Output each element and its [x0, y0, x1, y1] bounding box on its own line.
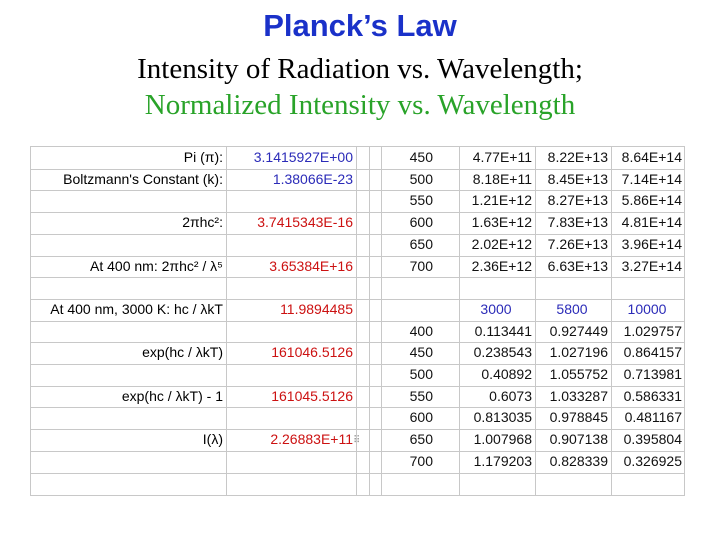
normalized-5800k[interactable]: 1.055752 [549, 366, 608, 382]
intensity-wavelength[interactable]: 550 [409, 192, 433, 208]
calc-value[interactable]: 3.7415343E-16 [257, 214, 353, 230]
normalized-3000k[interactable]: 1.179203 [473, 453, 532, 469]
normalized-3000k[interactable]: 0.6073 [489, 388, 532, 404]
calc-label[interactable]: Pi (π): [183, 149, 223, 165]
calc-value[interactable]: 161045.5126 [271, 388, 353, 404]
grid-row-line [31, 277, 684, 278]
subtitle-normalized: Normalized Intensity vs. Wavelength [0, 89, 720, 122]
grid-row-line [31, 451, 684, 452]
normalized-10000k[interactable]: 0.395804 [623, 431, 682, 447]
intensity-wavelength[interactable]: 700 [409, 258, 433, 274]
normalized-10000k[interactable]: 0.326925 [623, 453, 682, 469]
normalized-3000k[interactable]: 0.40892 [481, 366, 532, 382]
calc-label[interactable]: exp(hc / λkT) [142, 344, 223, 360]
normalized-5800k[interactable]: 0.907138 [549, 431, 608, 447]
intensity-5800k[interactable]: 8.22E+13 [547, 149, 608, 165]
grid-row-line [31, 256, 684, 257]
intensity-3000k[interactable]: 2.02E+12 [471, 236, 532, 252]
calc-label[interactable]: I(λ) [202, 431, 223, 447]
normalized-header[interactable]: 3000 [480, 301, 512, 317]
intensity-5800k[interactable]: 7.26E+13 [547, 236, 608, 252]
calc-label[interactable]: 2πhc²: [182, 214, 223, 230]
normalized-3000k[interactable]: 0.813035 [473, 409, 532, 425]
grid-row-line [31, 190, 684, 191]
intensity-5800k[interactable]: 8.45E+13 [547, 171, 608, 187]
normalized-header[interactable]: 10000 [627, 301, 667, 317]
grid-row-line [31, 321, 684, 322]
normalized-wavelength[interactable]: 650 [409, 431, 433, 447]
intensity-wavelength[interactable]: 650 [409, 236, 433, 252]
intensity-10000k[interactable]: 3.27E+14 [621, 258, 682, 274]
grid-row-line [31, 364, 684, 365]
calc-value[interactable]: 3.65384E+16 [269, 258, 353, 274]
calc-label[interactable]: At 400 nm: 2πhc² / λ⁵ [90, 258, 223, 274]
intensity-wavelength[interactable]: 500 [409, 171, 433, 187]
calc-value[interactable]: 11.9894485 [280, 301, 353, 317]
intensity-3000k[interactable]: 1.21E+12 [471, 192, 532, 208]
grid-row-line [31, 407, 684, 408]
normalized-10000k[interactable]: 0.586331 [623, 388, 682, 404]
calc-label[interactable]: Boltzmann's Constant (k): [63, 171, 223, 187]
intensity-10000k[interactable]: 4.81E+14 [621, 214, 682, 230]
intensity-3000k[interactable]: 2.36E+12 [471, 258, 532, 274]
calc-value[interactable]: 3.1415927E+00 [253, 149, 353, 165]
intensity-10000k[interactable]: 7.14E+14 [621, 171, 682, 187]
subtitle-intensity: Intensity of Radiation vs. Wavelength; [0, 53, 720, 86]
normalized-10000k[interactable]: 1.029757 [623, 323, 682, 339]
intensity-3000k[interactable]: 8.18E+11 [472, 171, 532, 187]
subtitle-2-text: Normalized Intensity vs. Wavelength [144, 89, 576, 121]
calc-value[interactable]: 1.38066E-23 [272, 171, 353, 187]
normalized-10000k[interactable]: 0.864157 [623, 344, 682, 360]
normalized-3000k[interactable]: 0.238543 [473, 344, 532, 360]
normalized-wavelength[interactable]: 400 [409, 323, 433, 339]
normalized-wavelength[interactable]: 700 [409, 453, 433, 469]
intensity-10000k[interactable]: 3.96E+14 [621, 236, 682, 252]
normalized-5800k[interactable]: 0.927449 [549, 323, 608, 339]
intensity-wavelength[interactable]: 450 [409, 149, 433, 165]
normalized-wavelength[interactable]: 550 [409, 388, 433, 404]
grid-row-line [31, 234, 684, 235]
calc-value[interactable]: 2.26883E+11 [270, 431, 353, 447]
calc-label[interactable]: exp(hc / λkT) - 1 [121, 388, 223, 404]
intensity-10000k[interactable]: 5.86E+14 [621, 192, 682, 208]
intensity-3000k[interactable]: 4.77E+11 [472, 149, 532, 165]
normalized-10000k[interactable]: 0.713981 [623, 366, 682, 382]
grid-row-line [31, 299, 684, 300]
grid-row-line [31, 473, 684, 474]
intensity-5800k[interactable]: 8.27E+13 [547, 192, 608, 208]
grid-row-line [31, 429, 684, 430]
intensity-5800k[interactable]: 6.63E+13 [547, 258, 608, 274]
normalized-3000k[interactable]: 1.007968 [473, 431, 532, 447]
normalized-header[interactable]: 5800 [556, 301, 588, 317]
grid-row-line [31, 212, 684, 213]
subtitle-1-text: Intensity of Radiation vs. Wavelength; [137, 53, 583, 85]
normalized-wavelength[interactable]: 600 [409, 409, 433, 425]
intensity-5800k[interactable]: 7.83E+13 [547, 214, 608, 230]
intensity-10000k[interactable]: 8.64E+14 [621, 149, 682, 165]
grid-row-line [31, 169, 684, 170]
grid-row-line [31, 386, 684, 387]
normalized-5800k[interactable]: 0.828339 [549, 453, 608, 469]
normalized-5800k[interactable]: 1.027196 [549, 344, 608, 360]
normalized-5800k[interactable]: 1.033287 [549, 388, 608, 404]
normalized-wavelength[interactable]: 450 [409, 344, 433, 360]
page-title: Planck’s Law [263, 8, 457, 43]
normalized-10000k[interactable]: 0.481167 [624, 409, 682, 425]
normalized-wavelength[interactable]: 500 [409, 366, 433, 382]
calc-value[interactable]: 161046.5126 [271, 344, 353, 360]
calc-label[interactable]: At 400 nm, 3000 K: hc / λkT [50, 301, 223, 317]
normalized-5800k[interactable]: 0.978845 [549, 409, 608, 425]
intensity-wavelength[interactable]: 600 [409, 214, 433, 230]
grid-row-line [31, 342, 684, 343]
normalized-3000k[interactable]: 0.113441 [474, 323, 532, 339]
intensity-3000k[interactable]: 1.63E+12 [471, 214, 532, 230]
